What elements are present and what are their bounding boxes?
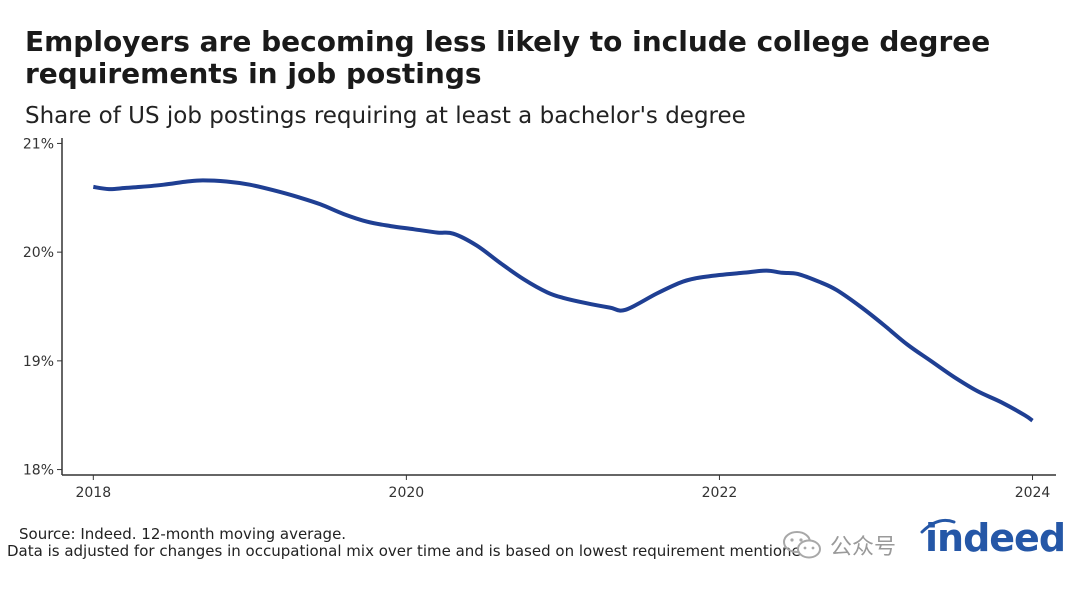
source-note: Source: Indeed. 12-month moving average. bbox=[19, 525, 347, 543]
methodology-note: Data is adjusted for changes in occupati… bbox=[7, 542, 811, 560]
indeed-logo-arc bbox=[920, 518, 956, 534]
chart-title: Employers are becoming less likely to in… bbox=[25, 25, 991, 90]
y-tick-label: 18% bbox=[23, 463, 54, 479]
watermark: 公众号 bbox=[782, 527, 896, 563]
x-tick-label: 2020 bbox=[389, 485, 425, 501]
x-tick-label: 2018 bbox=[75, 485, 111, 501]
x-tick-label: 2024 bbox=[1015, 485, 1051, 501]
wechat-icon bbox=[783, 531, 821, 559]
series-line bbox=[92, 178, 1034, 423]
indeed-logo: indeed bbox=[925, 516, 1066, 560]
y-tick-label: 20% bbox=[23, 245, 54, 261]
chart-subtitle: Share of US job postings requiring at le… bbox=[25, 103, 746, 129]
x-tick-label: 2022 bbox=[702, 485, 738, 501]
watermark-text: 公众号 bbox=[830, 535, 897, 560]
y-tick-label: 21% bbox=[23, 136, 54, 152]
y-tick-label: 19% bbox=[23, 354, 54, 370]
line-chart: 18% 19% 20% 21% 2018 2020 2022 2024 bbox=[23, 136, 1056, 501]
